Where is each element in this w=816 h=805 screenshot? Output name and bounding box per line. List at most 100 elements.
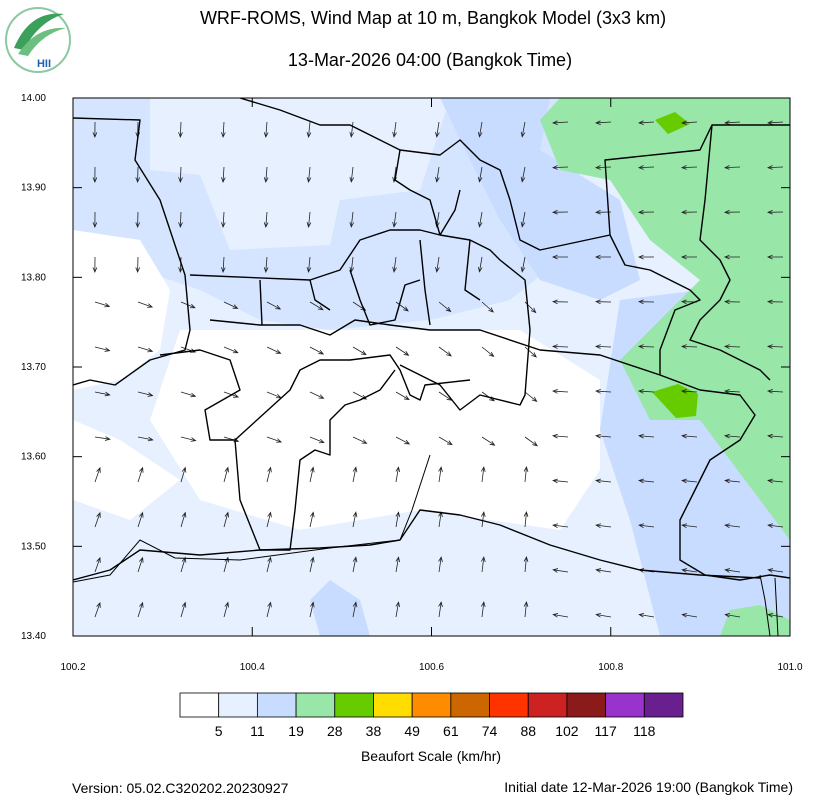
y-tick-label: 13.40 [21,631,46,642]
colorbar-swatch [605,692,645,718]
wind-arrow [221,211,226,228]
wind-arrow [395,346,410,356]
wind-arrow [309,556,315,573]
wind-arrow [520,211,526,228]
wind-arrow [263,121,269,138]
x-tick-label: 100.2 [60,662,85,673]
wind-arrow [94,436,111,441]
wind-arrow [637,344,655,349]
field-blue [73,98,560,330]
wind-arrow [595,478,612,484]
wind-arrow [266,466,272,483]
wind-arrow [223,346,239,354]
wind-arrow [723,299,741,305]
wind-arrows [92,120,784,618]
wind-arrow [520,166,526,183]
wind-arrow [766,344,784,349]
wind-arrow [481,346,495,358]
wind-arrow [352,466,358,483]
wind-arrow [137,301,154,308]
wind-arrow [352,601,358,618]
wind-arrow [551,254,569,260]
wind-arrow [266,511,272,528]
x-tick-label: 100.6 [419,662,444,673]
wind-arrow [180,556,187,573]
wind-arrow [309,436,325,444]
wind-arrow [523,556,529,573]
wind-arrow [552,389,569,394]
wind-arrow [477,166,483,183]
colorbar-swatch [218,692,258,718]
coastline [73,509,761,581]
wind-arrow [724,433,741,439]
colorbar-label: 102 [555,723,579,739]
wind-arrow [480,601,486,618]
colorbar-title: Beaufort Scale (km/hr) [361,748,501,764]
colorbar-label: 11 [250,723,265,739]
wind-arrow [595,523,612,528]
wind-arrow [395,511,401,528]
colorbar-label: 117 [594,723,617,739]
wind-arrow [551,165,569,170]
wind-arrow [94,391,111,397]
wind-arrow [306,121,312,138]
wind-arrow [178,211,183,229]
wind-arrow [724,389,741,394]
wind-arrow [178,121,183,139]
colorbar-label: 19 [288,723,304,739]
wind-arrow [352,436,368,444]
wind-arrow [681,568,698,573]
wind-arrow [395,466,401,483]
wind-arrow [637,209,655,215]
wind-arrow [724,120,741,125]
wind-arrow [349,211,355,228]
colorbar-label: 61 [443,723,459,739]
wind-arrow [595,568,612,573]
wind-arrow [392,211,397,228]
wind-arrow [524,391,538,403]
y-tick-label: 13.60 [21,452,46,463]
colorbar-label: 28 [327,723,343,739]
y-tick-label: 13.80 [21,272,46,283]
wind-arrow [395,436,411,445]
wind-arrow [221,256,226,273]
wind-arrow [552,568,569,573]
field-blue [310,580,370,636]
wind-arrow [137,511,144,528]
wind-arrow [309,466,315,483]
map-field [73,98,790,636]
wind-arrow [637,254,655,260]
y-tick-label: 13.50 [21,541,46,552]
wind-arrow [223,511,230,528]
x-tick-label: 101.0 [777,662,802,673]
wind-arrow [392,256,397,273]
wind-arrow [595,612,612,618]
field-green [720,605,790,636]
colorbar-swatch [566,692,607,718]
boundary [609,124,771,381]
field-strong [652,384,698,418]
colorbar-label: 74 [482,723,498,739]
wind-arrow [92,121,98,139]
wind-arrow [392,121,397,138]
wind-arrow [594,254,612,260]
wind-arrow [595,120,612,125]
boundary [209,319,790,581]
wind-arrow [435,121,440,138]
wind-arrow [480,511,486,528]
colorbar-label: 5 [215,723,223,739]
logo-leaf [14,13,64,50]
wind-arrow [137,391,154,397]
logo-leaf [18,27,66,56]
colorbar-label: 38 [366,723,382,739]
wind-arrow [552,433,569,439]
wind-arrow [481,436,496,446]
logo: HII [5,7,71,73]
wind-arrow [724,612,741,618]
wind-arrow [638,433,655,439]
wind-arrow [637,299,655,305]
y-tick-label: 13.90 [21,183,46,194]
colorbar-label: 49 [404,723,420,739]
boundary [239,98,790,251]
wind-arrow [767,523,784,528]
